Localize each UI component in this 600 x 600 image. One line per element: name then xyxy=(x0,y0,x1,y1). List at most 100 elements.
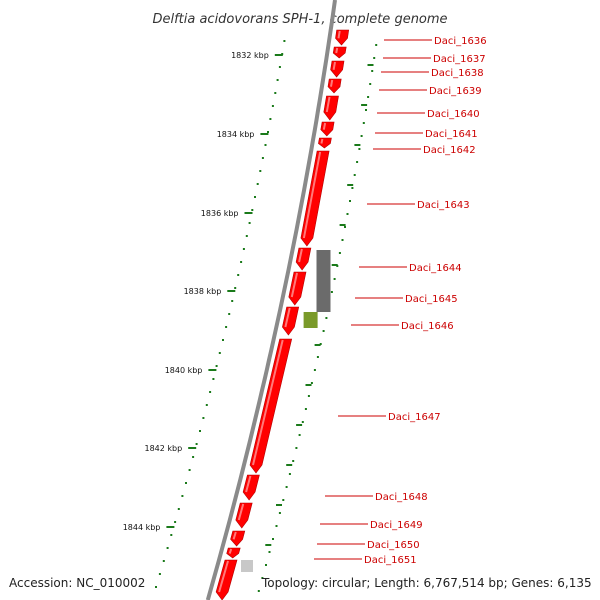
inner-dot xyxy=(272,538,274,540)
gene-label[interactable]: Daci_1650 xyxy=(367,540,420,551)
gene-arrow xyxy=(226,547,241,559)
gene-label[interactable]: Daci_1645 xyxy=(405,294,458,305)
inner-tick xyxy=(265,544,272,546)
gene-arrow xyxy=(323,95,339,121)
scale-dot xyxy=(218,352,221,354)
inner-dot xyxy=(356,161,359,163)
inner-dot xyxy=(325,317,328,319)
scale-major-tick xyxy=(244,212,253,214)
inner-tick xyxy=(286,464,293,466)
inner-dot xyxy=(304,408,307,410)
gene-arrow xyxy=(230,530,246,547)
gene-arrow xyxy=(300,150,330,247)
inner-dot xyxy=(288,473,291,475)
gene-arrow xyxy=(215,559,238,600)
inner-dot xyxy=(369,83,372,85)
scale-dot xyxy=(222,339,224,341)
gene-arrow xyxy=(242,474,260,501)
genome-title: Delftia acidovorans SPH-1, complete geno… xyxy=(152,12,447,27)
gene-arrow-highlight xyxy=(330,79,334,87)
scale-dot xyxy=(225,326,228,328)
gene-label[interactable]: Daci_1641 xyxy=(425,129,478,140)
inner-dot xyxy=(360,135,363,137)
scale-label: 1836 kbp xyxy=(201,209,239,218)
gene-arrow-highlight xyxy=(245,475,252,493)
inner-dot xyxy=(310,382,313,384)
inner-dot xyxy=(358,148,361,150)
inner-dot xyxy=(257,590,260,592)
inner-dot xyxy=(295,447,298,449)
scale-dot xyxy=(228,313,231,315)
feature-layer xyxy=(215,29,350,600)
inner-dot xyxy=(349,200,351,202)
scale-dot xyxy=(162,560,165,562)
gene-label[interactable]: Daci_1644 xyxy=(409,263,462,274)
scale-major-tick xyxy=(208,369,217,371)
gene-label[interactable]: Daci_1647 xyxy=(388,412,441,423)
gene-arrow xyxy=(235,502,253,529)
gene-label[interactable]: Daci_1639 xyxy=(429,86,482,97)
scale-dot xyxy=(215,365,218,367)
gene-arrow xyxy=(282,306,300,336)
inner-dot xyxy=(275,525,278,527)
inner-dot xyxy=(307,395,310,397)
inner-tick xyxy=(367,64,374,66)
scale-dot xyxy=(271,105,274,107)
inner-tick xyxy=(305,384,312,386)
scale-dot xyxy=(254,196,256,198)
gene-label[interactable]: Daci_1642 xyxy=(423,145,476,156)
scale-major-tick xyxy=(166,526,175,528)
scale-dot xyxy=(202,417,205,419)
inner-tick xyxy=(347,184,354,186)
scale-dot xyxy=(259,170,262,172)
topology-text: Topology: circular; Length: 6,767,514 bp… xyxy=(261,576,592,590)
scale-dot xyxy=(261,157,264,159)
inner-dot xyxy=(344,226,346,228)
scale-dot xyxy=(174,521,177,523)
gene-label[interactable]: Daci_1648 xyxy=(375,492,428,503)
gene-arrow-highlight xyxy=(290,272,298,298)
scale-dot xyxy=(209,391,212,393)
scale-dot xyxy=(158,573,161,575)
inner-dot xyxy=(319,343,322,345)
scale-dot xyxy=(177,508,180,510)
gene-arrow-highlight xyxy=(298,248,303,263)
gene-label[interactable]: Daci_1637 xyxy=(433,54,486,65)
gene-arrow xyxy=(327,78,342,94)
gene-arrow xyxy=(335,29,350,46)
scale-major-tick xyxy=(227,290,236,292)
inner-dot xyxy=(367,96,370,98)
gene-arrow xyxy=(332,46,347,59)
gene-label[interactable]: Daci_1646 xyxy=(401,321,454,332)
scale-dot xyxy=(237,274,240,276)
inner-dot xyxy=(313,369,316,371)
gene-label[interactable]: Daci_1638 xyxy=(431,68,484,79)
scale-dot xyxy=(195,443,198,445)
inner-dot xyxy=(353,174,356,176)
scale-dot xyxy=(256,183,259,185)
gene-label[interactable]: Daci_1651 xyxy=(364,555,417,566)
green-feature xyxy=(303,312,318,328)
inner-tick xyxy=(296,424,303,426)
scale-dot xyxy=(205,404,208,406)
gene-arrow-highlight xyxy=(237,503,245,521)
inner-dot xyxy=(265,564,267,566)
gene-label[interactable]: Daci_1643 xyxy=(417,200,470,211)
inner-dot xyxy=(301,421,304,423)
label-layer: Daci_1636 Daci_1637 Daci_1638 Daci_1639 Daci… xyxy=(314,36,487,566)
genome-backbone xyxy=(205,0,337,600)
inner-dot xyxy=(362,122,365,124)
scale-major-tick xyxy=(188,447,197,449)
scale-dot xyxy=(192,456,195,458)
scale-dot xyxy=(283,40,286,42)
accession-text: Accession: NC_010002 xyxy=(9,576,145,590)
inner-dot xyxy=(346,213,349,215)
gene-label[interactable]: Daci_1640 xyxy=(427,109,480,120)
inner-dot xyxy=(365,109,367,111)
gene-label[interactable]: Daci_1649 xyxy=(370,520,423,531)
inner-dot xyxy=(341,239,344,241)
backbone-layer xyxy=(205,0,337,600)
inner-tick xyxy=(339,224,346,226)
gene-label[interactable]: Daci_1636 xyxy=(434,36,487,47)
inner-tick xyxy=(331,264,338,266)
